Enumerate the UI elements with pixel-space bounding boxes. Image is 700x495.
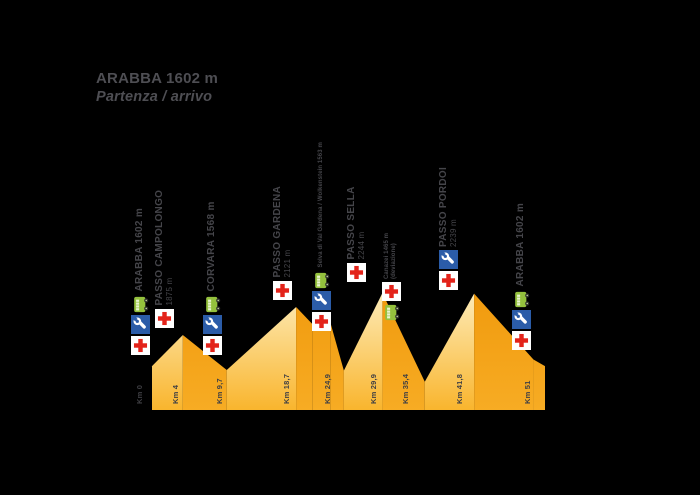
shuttle-bus-icon bbox=[131, 295, 150, 314]
station-callout: ARABBA 1602 m bbox=[511, 203, 531, 350]
first-aid-icon bbox=[202, 336, 222, 355]
station-label-line: Canazei 1465 m bbox=[383, 232, 390, 279]
km-label: Km 41,8 bbox=[455, 373, 465, 404]
km-label: Km 29,9 bbox=[369, 373, 379, 404]
station-label: PASSO GARDENA 2121 m bbox=[271, 185, 292, 278]
first-aid-icon bbox=[154, 309, 174, 328]
station-label: ARABBA 1602 m bbox=[134, 207, 145, 292]
profile-segment bbox=[424, 293, 475, 410]
station-callout: PASSO SELLA 2244 m bbox=[346, 186, 366, 282]
start-finish-subtitle: Partenza / arrivo bbox=[96, 89, 213, 105]
shuttle-bus-icon bbox=[512, 290, 531, 309]
first-aid-icon bbox=[381, 282, 401, 302]
station-callout: Selva di Val Gardena / Wolkenstein 1563 … bbox=[311, 142, 331, 331]
profile-segment bbox=[382, 293, 425, 410]
station-label: Selva di Val Gardena / Wolkenstein 1563 … bbox=[317, 142, 324, 267]
profile-segment bbox=[330, 324, 344, 410]
profile-segment bbox=[152, 335, 183, 410]
station-label-line: (deviazione) bbox=[390, 243, 397, 279]
km-label: Km 35,4 bbox=[400, 373, 410, 404]
first-aid-icon bbox=[130, 336, 150, 355]
profile-segment bbox=[296, 307, 313, 410]
profile-segment bbox=[312, 324, 331, 410]
station-label-line: 2244 m bbox=[356, 231, 366, 260]
station-label: PASSO PORDOI 2239 m bbox=[437, 166, 458, 247]
first-aid-icon bbox=[272, 281, 292, 300]
profile-segment bbox=[343, 293, 383, 410]
profile-segment bbox=[182, 335, 227, 410]
service-wrench-icon bbox=[130, 315, 150, 335]
shuttle-bus-icon bbox=[202, 295, 221, 314]
profile-segment bbox=[474, 293, 534, 410]
first-aid-icon bbox=[346, 263, 366, 282]
station-callout: PASSO GARDENA 2121 m bbox=[272, 186, 292, 300]
station-label-line: ARABBA 1602 m bbox=[134, 207, 145, 292]
page-title: ARABBA 1602 m Partenza / arrivo bbox=[96, 70, 218, 105]
station-label-line: 2239 m bbox=[448, 219, 458, 247]
first-aid-icon bbox=[438, 271, 458, 290]
station-label: ARABBA 1602 m bbox=[515, 202, 526, 287]
station-label-line: PASSO PORDOI bbox=[437, 166, 449, 247]
service-wrench-icon bbox=[438, 250, 458, 270]
station-callout: PASSO CAMPOLONGO 1875 m bbox=[153, 189, 174, 328]
km-label: Km 18,7 bbox=[282, 373, 292, 404]
service-wrench-icon bbox=[311, 291, 331, 311]
shuttle-bus-icon bbox=[381, 303, 400, 322]
station-label-line: 2121 m bbox=[282, 249, 292, 278]
km-label: Km 9,7 bbox=[214, 378, 224, 404]
station-label-line: PASSO SELLA bbox=[345, 186, 357, 260]
km-label: Km 24,9 bbox=[322, 373, 332, 404]
shuttle-bus-icon bbox=[311, 271, 330, 290]
station-label-line: Selva di Val Gardena / Wolkenstein 1563 … bbox=[317, 142, 324, 268]
station-label-line: 1875 m bbox=[164, 277, 174, 306]
station-label-line: PASSO GARDENA bbox=[271, 185, 283, 278]
station-label: Canazei 1465 m (deviazione) bbox=[384, 233, 398, 279]
service-wrench-icon bbox=[202, 315, 222, 335]
km-label: Km 0 bbox=[135, 384, 144, 404]
station-label: PASSO CAMPOLONGO 1875 m bbox=[153, 189, 174, 306]
first-aid-icon bbox=[311, 312, 331, 331]
first-aid-icon bbox=[511, 331, 531, 350]
station-label-line: CORVARA 1568 m bbox=[205, 201, 217, 292]
station-label-line: PASSO CAMPOLONGO bbox=[153, 189, 165, 306]
station-label: PASSO SELLA 2244 m bbox=[345, 186, 366, 260]
station-callout: ARABBA 1602 m bbox=[130, 208, 150, 355]
station-callout: CORVARA 1568 m bbox=[202, 201, 222, 355]
km-label: Km 4 bbox=[170, 384, 180, 404]
station-callout: PASSO PORDOI 2239 m bbox=[438, 167, 458, 290]
station-label-line: ARABBA 1602 m bbox=[515, 202, 526, 287]
profile-segment bbox=[226, 307, 297, 410]
station-callout: Canazei 1465 m (deviazione) bbox=[381, 233, 401, 322]
profile-segment bbox=[533, 359, 545, 410]
start-station-title: ARABBA 1602 m bbox=[96, 70, 219, 87]
km-label: Km 51 bbox=[523, 380, 532, 404]
station-label: CORVARA 1568 m bbox=[205, 201, 217, 292]
service-wrench-icon bbox=[511, 310, 531, 330]
